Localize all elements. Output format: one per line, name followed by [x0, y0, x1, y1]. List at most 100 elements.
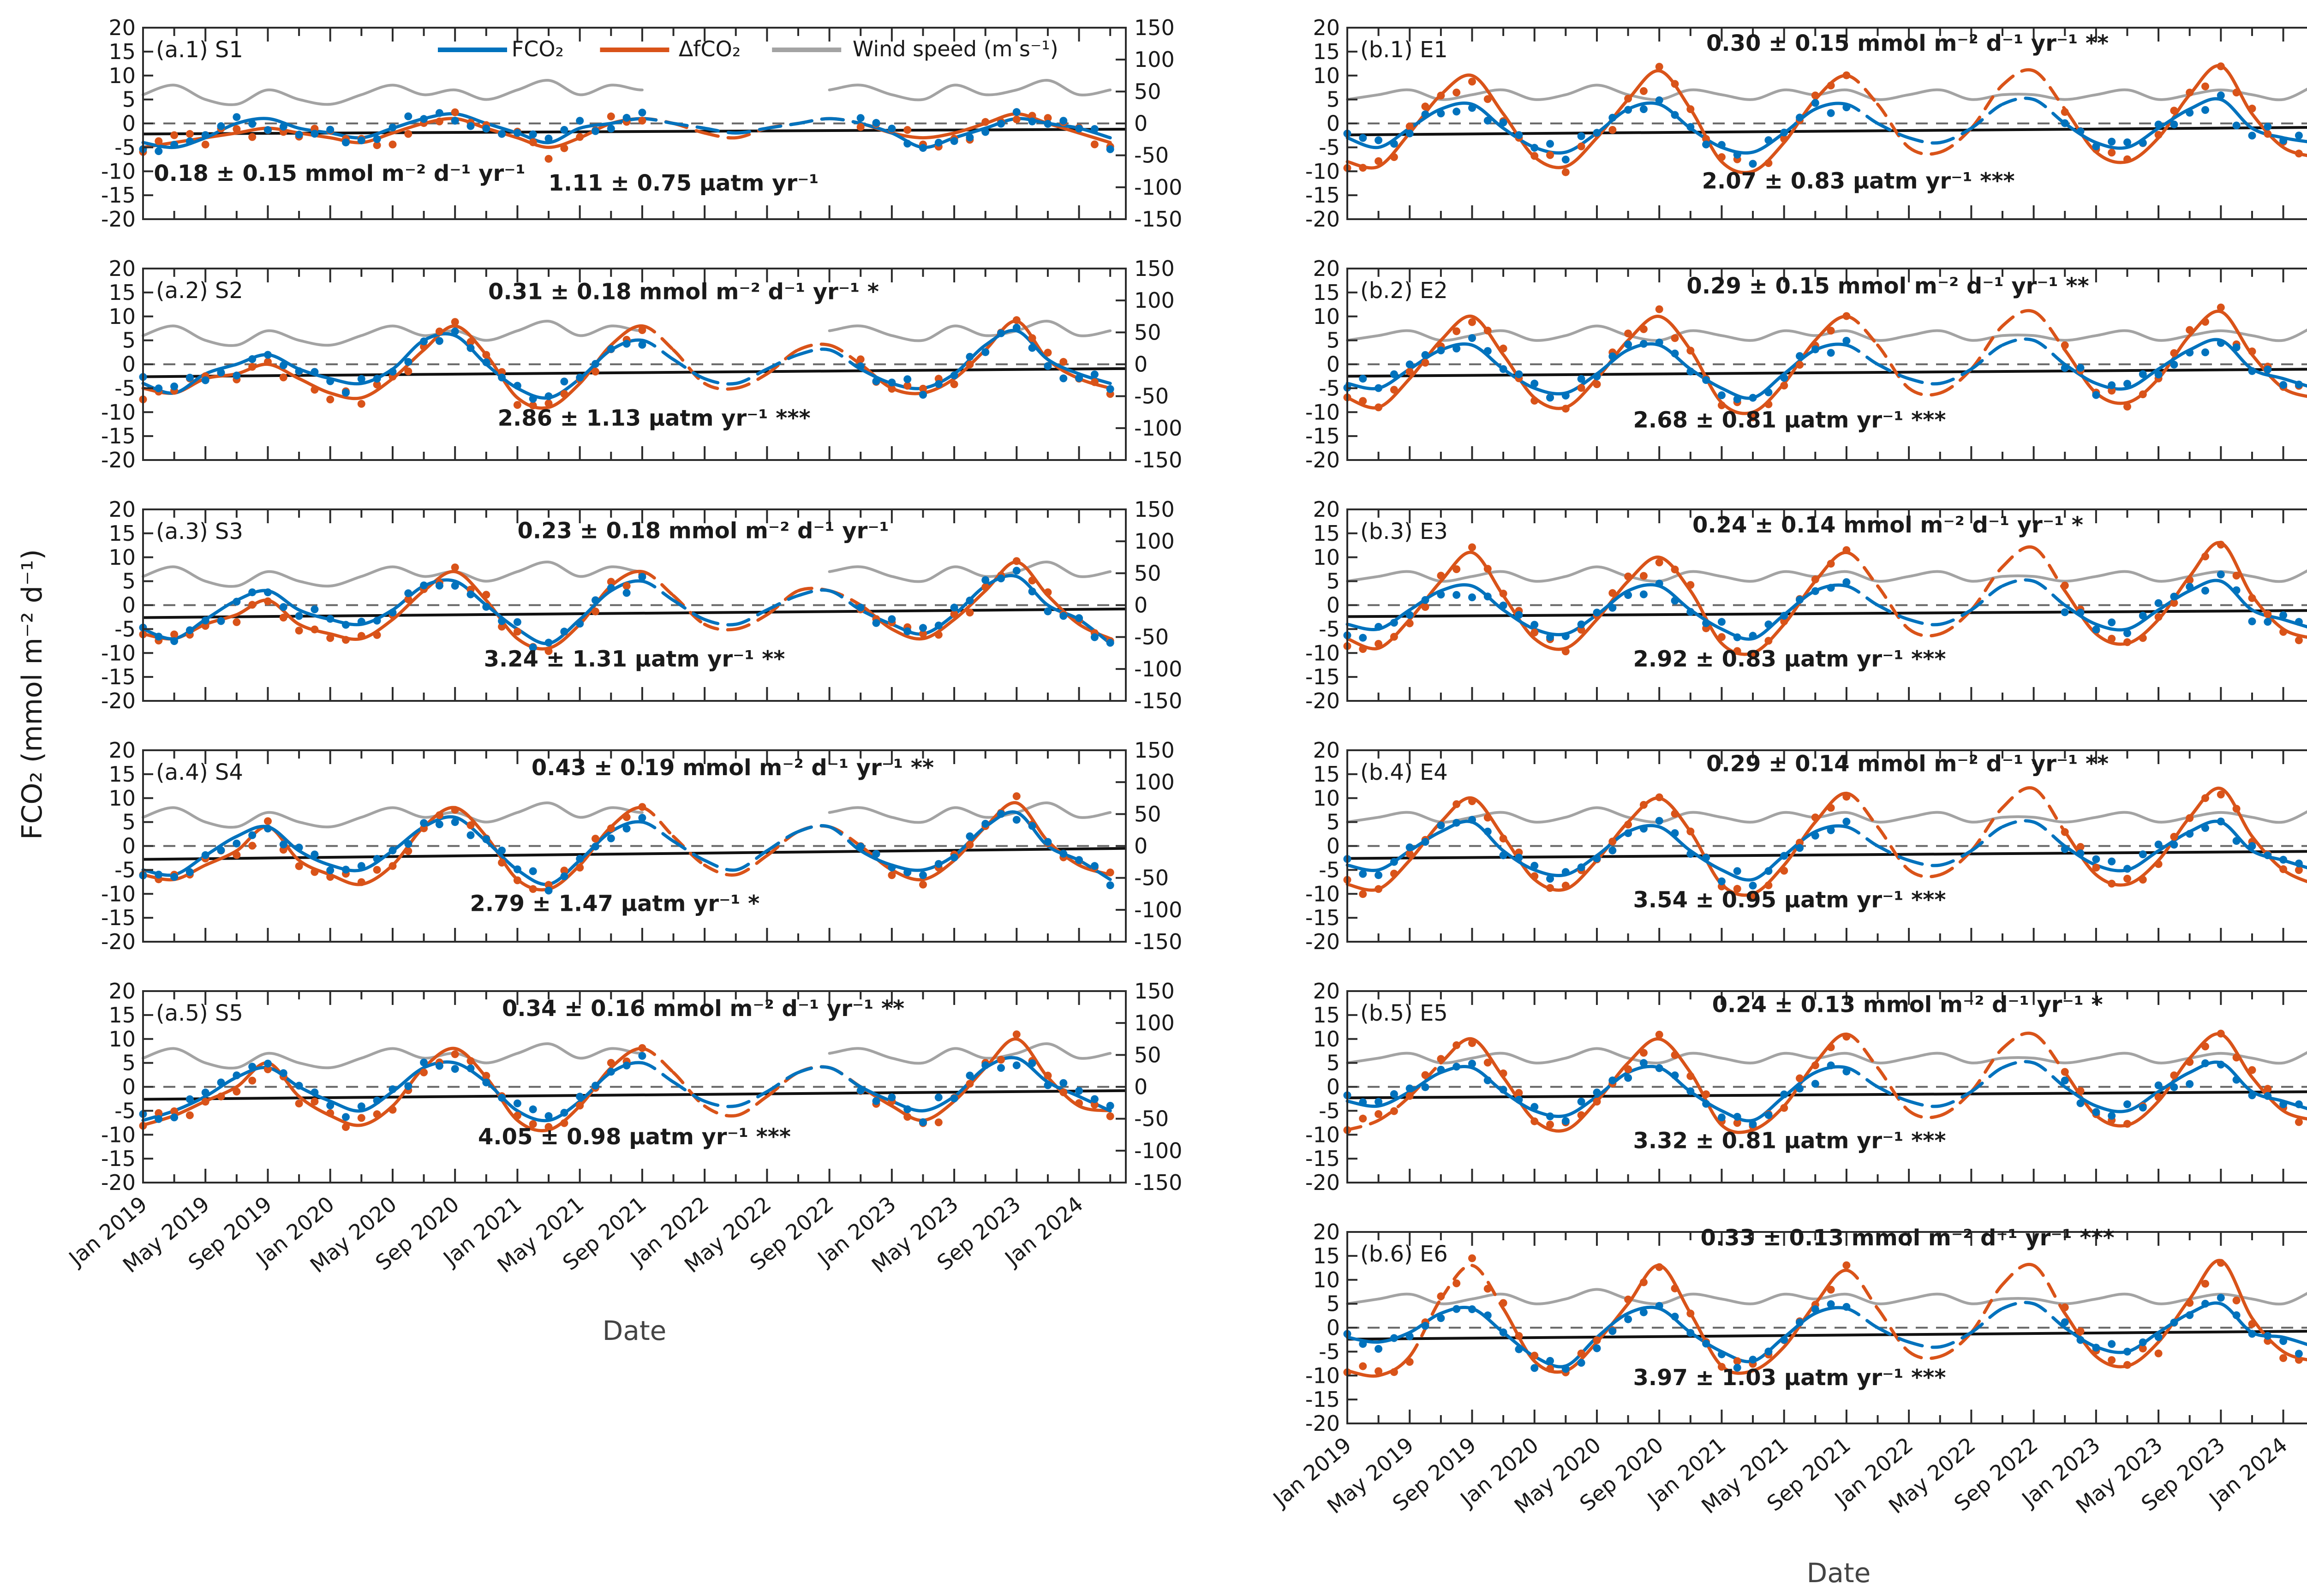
fco2-observation-dot — [295, 612, 303, 620]
dfco2-observation-dot — [466, 1057, 475, 1065]
fco2-observation-dot — [950, 1094, 958, 1103]
fco2-observation-dot — [2295, 132, 2303, 140]
dfco2-observation-dot — [2186, 576, 2194, 584]
fco2-observation-dot — [1749, 160, 1757, 168]
fco2-observation-dot — [1686, 123, 1695, 131]
dfco2-observation-dot — [264, 1065, 272, 1073]
dfco2-observation-dot — [2139, 634, 2147, 642]
dfco2-trend-annotation: 2.92 ± 0.83 µatm yr⁻¹ *** — [1633, 646, 1946, 672]
dfco2-observation-dot — [311, 386, 319, 394]
dfco2-observation-dot — [1090, 378, 1099, 386]
dfco2-observation-dot — [1827, 327, 1835, 335]
dfco2-observation-dot — [1655, 305, 1663, 313]
fco2-observation-dot — [498, 1094, 506, 1102]
dfco2-observation-dot — [482, 1072, 490, 1080]
dfco2-line — [1345, 310, 2307, 415]
dfco2-observation-dot — [2201, 794, 2209, 802]
left-y-tick-label: -20 — [101, 1170, 136, 1195]
fco2-observation-dot — [2108, 1340, 2116, 1348]
dfco2-trend-annotation: 3.97 ± 1.03 µatm yr⁻¹ *** — [1633, 1365, 1946, 1391]
fco2-observation-dot — [1499, 601, 1507, 610]
fco2-observation-dot — [1561, 868, 1570, 876]
left-y-tick-label: 15 — [108, 280, 136, 305]
fco2-observation-dot — [2232, 343, 2241, 352]
fco2-observation-dot — [185, 1095, 194, 1103]
dfco2-observation-dot — [201, 140, 209, 149]
fco2-observation-dot — [326, 1101, 335, 1110]
dfco2-observation-dot — [1012, 792, 1021, 801]
dfco2-observation-dot — [1106, 868, 1114, 877]
dfco2-line-dashed — [1408, 1263, 2067, 1360]
dfco2-observation-dot — [1028, 112, 1036, 120]
fco2-observation-dot — [170, 383, 179, 390]
fco2-observation-dot — [1796, 352, 1804, 360]
fco2-observation-dot — [592, 843, 599, 851]
fco2-observation-dot — [2201, 1300, 2209, 1308]
fco2-observation-dot — [2139, 611, 2147, 620]
dfco2-observation-dot — [404, 130, 412, 138]
left-y-tick-label: 10 — [108, 304, 136, 329]
dfco2-observation-dot — [498, 368, 506, 376]
fco2-observation-dot — [1842, 103, 1851, 112]
panel-label: (a.3) S3 — [156, 519, 243, 544]
fco2-observation-dot — [1499, 851, 1507, 860]
fco2-observation-dot — [2248, 842, 2256, 850]
fco2-observation-dot — [1437, 821, 1445, 830]
left-y-tick-label: 15 — [1313, 521, 1340, 546]
fco2-observation-dot — [1421, 1322, 1429, 1330]
dfco2-observation-dot — [2108, 149, 2116, 157]
dfco2-observation-dot — [1405, 1092, 1414, 1100]
fco2-observation-dot — [1702, 140, 1710, 149]
fco2-observation-dot — [451, 327, 459, 335]
fco2-observation-dot — [1702, 854, 1710, 862]
fco2-observation-dot — [1717, 1350, 1726, 1358]
dfco2-observation-dot — [1561, 168, 1570, 176]
fco2-observation-dot — [1390, 1334, 1398, 1342]
dfco2-observation-dot — [1468, 797, 1476, 805]
fco2-observation-dot — [170, 637, 179, 645]
dfco2-observation-dot — [966, 1080, 974, 1088]
fco2-observation-dot — [1468, 334, 1476, 342]
dfco2-observation-dot — [2123, 402, 2131, 411]
left-y-tick-label: -15 — [1305, 1387, 1340, 1412]
left-y-tick-label: -10 — [1305, 1363, 1340, 1388]
fco2-observation-dot — [1593, 129, 1601, 137]
dfco2-observation-dot — [2201, 1042, 2209, 1051]
fco2-observation-dot — [1717, 391, 1726, 400]
left-y-tick-label: 5 — [1327, 328, 1340, 353]
dfco2-observation-dot — [451, 318, 459, 326]
fco2-observation-dot — [2279, 1337, 2288, 1345]
fco2-observation-dot — [638, 108, 646, 117]
right-y-tick-label: 0 — [1134, 1075, 1148, 1100]
dfco2-observation-dot — [1624, 95, 1632, 103]
fco2-observation-dot — [872, 850, 880, 858]
fco2-observation-dot — [1655, 96, 1663, 104]
fco2-observation-dot — [2201, 1059, 2209, 1067]
fco2-observation-dot — [2170, 1083, 2178, 1091]
right-y-tick-label: 150 — [1134, 497, 1175, 522]
dfco2-observation-dot — [279, 614, 287, 622]
fco2-observation-dot — [1639, 1308, 1648, 1316]
dfco2-observation-dot — [482, 591, 490, 599]
dfco2-observation-dot — [1359, 1362, 1367, 1370]
fco2-observation-dot — [1780, 1090, 1788, 1099]
dfco2-observation-dot — [2108, 879, 2116, 888]
fco2-observation-dot — [498, 846, 506, 855]
fco2-observation-dot — [451, 117, 459, 125]
right-y-tick-label: 150 — [1134, 738, 1175, 763]
dfco2-observation-dot — [1405, 1358, 1414, 1366]
fco2-observation-dot — [201, 616, 209, 625]
dfco2-trend-annotation: 1.11 ± 0.75 µatm yr⁻¹ — [549, 170, 819, 196]
fco2-observation-dot — [1764, 1111, 1773, 1119]
panel-b6: -20-15-10-505101520-150-100-50050100150(… — [1267, 1219, 2307, 1518]
panel-b1: -20-15-10-505101520-150-100-50050100150(… — [1305, 15, 2307, 232]
fco2-observation-dot — [1842, 1067, 1851, 1076]
panel-a4: -20-15-10-505101520-150-100-50050100150(… — [101, 738, 1183, 954]
fco2-observation-dot — [342, 621, 350, 629]
left-y-tick-label: 10 — [108, 1027, 136, 1052]
dfco2-observation-dot — [2186, 814, 2194, 822]
fco2-observation-dot — [1012, 323, 1021, 332]
left-y-tick-label: -5 — [1319, 1098, 1340, 1123]
x-axis-title-right-column: Date — [1806, 1557, 1871, 1589]
fco2-observation-dot — [1702, 376, 1710, 384]
